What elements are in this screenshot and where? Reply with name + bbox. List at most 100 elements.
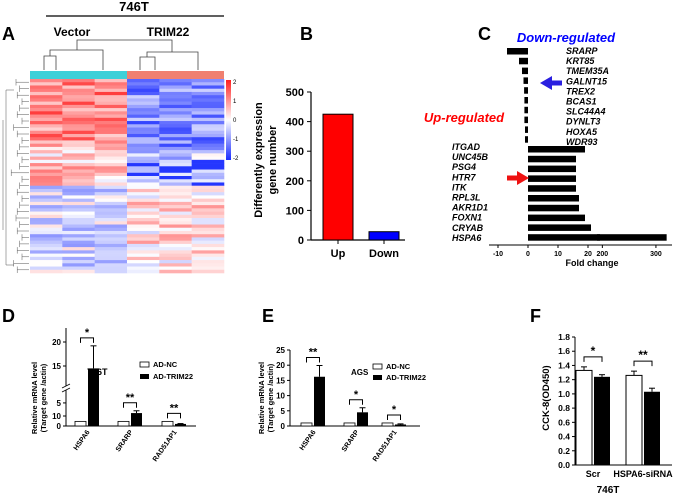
heatmap-cell [159, 137, 192, 141]
heatmap-cell [94, 82, 128, 86]
heatmap-cell [30, 192, 63, 196]
heatmap-cell [126, 79, 160, 83]
heatmap-cell [94, 108, 128, 112]
significance-marker: * [354, 389, 359, 401]
heatmap-cell [30, 263, 63, 267]
heatmap-cell [30, 269, 63, 274]
panel-letter-e: E [262, 306, 274, 326]
heatmap-cell [94, 188, 128, 193]
heatmap-cell [126, 250, 160, 254]
heatmap-panel: 746T Vector TRIM22 2 1 0 -1 -2 [2, 0, 239, 274]
heatmap-cell [126, 227, 160, 232]
heatmap-cell [62, 159, 95, 164]
heatmap-cell [62, 237, 95, 241]
heatmap-cell [62, 250, 95, 254]
panel-b-ylabel-line2: gene number [267, 125, 279, 195]
heatmap-cell [62, 201, 95, 206]
heatmap-cell [159, 121, 192, 125]
heatmap-cell [191, 205, 225, 209]
heatmap-cell [94, 172, 128, 177]
f-y-tick-label: 0.4 [558, 432, 570, 442]
c-bar [519, 57, 528, 65]
heatmap-cell [94, 192, 128, 196]
bar-ad-nc [343, 422, 356, 427]
heatmap-cell [94, 176, 128, 180]
legend-label-nc: AD-NC [153, 360, 178, 369]
panel-d-chart: Relative mRNA level (Target gene /actin)… [30, 327, 196, 463]
axis-break-gap [62, 386, 70, 390]
heatmap-cell [191, 185, 225, 190]
c-bar [528, 155, 576, 163]
heatmap-cell [94, 95, 128, 99]
panel-b-bars [322, 113, 400, 241]
heatmap-cell [191, 247, 225, 251]
heatmap-cell [62, 85, 95, 89]
heatmap-cell [62, 88, 95, 93]
b-x-tick-label: Down [369, 248, 399, 260]
heatmap-cell [159, 237, 192, 241]
heatmap-cell [30, 169, 63, 174]
heatmap-cell [62, 234, 95, 238]
heatmap-cell [30, 104, 63, 109]
heatmap-cell [94, 88, 128, 93]
heatmap-cell [62, 185, 95, 190]
heatmap-cell [94, 253, 128, 258]
f-y-tick-label: 1.4 [558, 360, 570, 370]
heatmap-cell [126, 188, 160, 193]
heatmap-cell [159, 124, 192, 128]
heatmap-cell [94, 166, 128, 170]
heatmap-cell [191, 111, 225, 115]
heatmap-cell [159, 243, 192, 248]
significance-bracket [80, 337, 94, 343]
heatmap-cell [94, 247, 128, 251]
heatmap-cell [191, 133, 225, 138]
panel-f-axes: 0.0 0.2 0.4 0.6 0.8 1.0 1.2 1.4 1.6 1.8 Scr HSPA6-s… [558, 332, 673, 479]
c-bar [528, 204, 579, 212]
heatmap-cell [126, 95, 160, 99]
c-bar [524, 106, 528, 114]
heatmap-cell [126, 166, 160, 170]
heatmap-cell [94, 104, 128, 109]
heatmap-cell [30, 247, 63, 251]
heatmap-cell [94, 137, 128, 141]
heatmap-cell [191, 124, 225, 128]
legend-swatch-trim [373, 375, 382, 380]
heatmap-cell [94, 266, 128, 271]
heatmap-cell [126, 201, 160, 206]
significance-marker: ** [309, 347, 318, 359]
heatmap-cell [62, 205, 95, 209]
heatmap-cell [30, 95, 63, 99]
heatmap-cell [62, 192, 95, 196]
scale-tick-label: 0 [233, 118, 237, 124]
heatmap-cell [191, 85, 225, 89]
panel-c-chart: Down-regulated Up-regulated SRARPKRT85TM… [424, 30, 672, 268]
heatmap-cell [159, 88, 192, 93]
heatmap-cell [126, 253, 160, 258]
heatmap-cell [159, 179, 192, 183]
heatmap-cell [191, 218, 225, 222]
heatmap-cell [191, 114, 225, 119]
heatmap-cell [191, 166, 225, 170]
heatmap-cell [94, 218, 128, 222]
c-bar [528, 224, 591, 231]
heatmap-cell [30, 166, 63, 170]
heatmap-cell [30, 224, 63, 229]
c-gene-label-up: ITK [452, 182, 468, 192]
heatmap-cell [191, 211, 225, 216]
heatmap-cell [30, 88, 63, 93]
heatmap-cell [126, 82, 160, 86]
bar-ad-trim22 [314, 376, 325, 426]
heatmap-group-trim22: TRIM22 [147, 25, 190, 39]
heatmap-cell [30, 179, 63, 183]
heatmap-cell [159, 140, 192, 144]
heatmap-cell [191, 88, 225, 93]
c-x-tick-label: -10 [493, 251, 503, 258]
significance-bracket [349, 399, 363, 405]
heatmap-cell [126, 214, 160, 219]
heatmap-cell [30, 114, 63, 119]
panel-letter-b: B [300, 24, 313, 44]
group-bar-trim22 [127, 71, 224, 79]
panel-e-ylabel-line1: Relative mRNA level [257, 362, 266, 434]
heatmap-cell [62, 260, 95, 264]
